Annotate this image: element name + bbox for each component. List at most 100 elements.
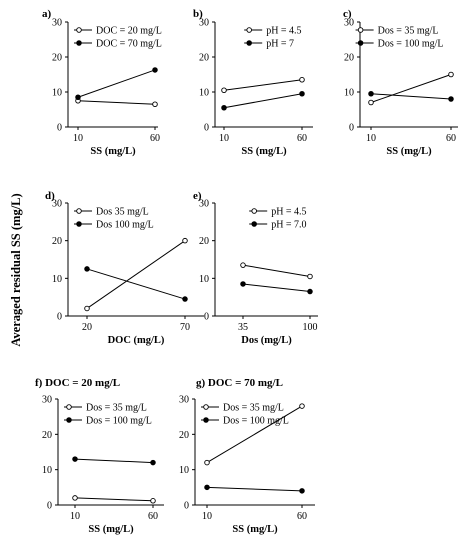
panel-b-series-filled-line: [223, 93, 303, 109]
panel-e-legend-entry: pH = 7.0: [271, 220, 306, 231]
panel-d-series-filled-line: [86, 268, 186, 300]
panel-g-series-open-point: [204, 459, 210, 466]
panel-a-series-open-line: [77, 100, 156, 105]
panel-d-ytick-label: 0: [57, 312, 62, 323]
panel-c-series-open-point: [448, 71, 454, 78]
panel-e-legend-marker: [251, 208, 257, 214]
panel-a-xtick-label: 60: [150, 133, 160, 144]
panel-f-title: f) DOC = 20 mg/L: [35, 377, 120, 389]
panel-f-x-axis-label: SS (mg/L): [88, 524, 134, 535]
panel-b-series-open-point: [221, 87, 227, 93]
panel-d-legend-entry: Dos 35 mg/L: [96, 207, 149, 218]
panel-e-legend-entry: pH = 4.5: [271, 207, 306, 218]
panel-f-ytick-label: 0: [47, 501, 52, 512]
panel-e-series-filled-point: [307, 288, 313, 295]
panel-c-series-filled-point: [448, 96, 454, 102]
panel-g-legend-marker: [203, 417, 209, 423]
panel-e-title: e): [193, 190, 202, 202]
panel-c-xtick-label: 10: [366, 133, 376, 144]
panel-f-legend-marker: [66, 404, 72, 410]
panel-d-legend-marker: [76, 208, 82, 214]
panel-c-ytick-label: 30: [344, 18, 354, 29]
panel-d-xtick-label: 20: [82, 322, 92, 333]
panel-d-series-filled-point: [182, 296, 188, 302]
panel-e-series-filled-line: [242, 283, 311, 293]
panel-g-x-axis-label: SS (mg/L): [232, 524, 278, 535]
panel-f-ytick-label: 10: [42, 465, 52, 476]
panel-f-series-filled-point: [72, 456, 78, 462]
panel-f-ytick-label: 20: [42, 430, 52, 441]
panel-d-title: d): [45, 190, 55, 202]
panel-f-series-filled-point: [150, 459, 156, 466]
panel-a-xtick-label: 10: [73, 133, 83, 144]
panel-g-series-open-point: [299, 403, 305, 409]
panel-e-ytick-label: 10: [199, 274, 209, 285]
panel-c-series-filled-point: [368, 90, 374, 97]
panel-b-series-filled-point: [221, 104, 227, 111]
panel-d-series-open-line: [86, 240, 186, 309]
panel-e-legend-marker: [251, 221, 257, 227]
panel-f-series-open-point: [72, 495, 78, 501]
panel-c-legend-marker: [357, 27, 364, 33]
panel-g-ytick-label: 30: [179, 395, 189, 406]
panel-g-legend-marker: [203, 404, 209, 410]
shared-y-axis-label: Averaged residual SS (mg/L): [9, 193, 23, 346]
panel-b-title: b): [193, 8, 203, 20]
panel-g-series-filled-point: [299, 488, 305, 494]
panel-c-legend-entry: Dos = 35 mg/L: [378, 26, 439, 37]
panel-b-legend-marker: [246, 27, 252, 33]
panel-a-ytick-label: 10: [52, 88, 62, 99]
panel-d-series-open-point: [182, 237, 188, 244]
panel-a-title: a): [42, 8, 52, 20]
panel-g-series-open-line: [206, 405, 303, 464]
panel-f-series-open-line: [74, 497, 154, 502]
panel-d-series-open-point: [84, 305, 90, 312]
panel-g-series-filled-line: [206, 486, 303, 492]
panel-e-series-open-line: [242, 264, 311, 277]
panel-c-title: c): [343, 8, 352, 20]
panel-e-series-open-point: [307, 273, 313, 280]
panel-b-ytick-label: 20: [199, 53, 209, 64]
panel-d-legend-entry: Dos 100 mg/L: [96, 220, 154, 231]
panel-c-ytick-label: 10: [344, 88, 354, 99]
panel-a-series-filled-point: [75, 94, 81, 100]
panel-c-legend-entry: Dos = 100 mg/L: [378, 39, 444, 50]
panel-b-legend-marker: [246, 40, 252, 46]
panel-e-ytick-label: 0: [204, 312, 209, 323]
panel-d-legend-marker: [76, 221, 82, 227]
panel-g-ytick-label: 10: [179, 465, 189, 476]
panel-b-ytick-label: 10: [199, 88, 209, 99]
panel-c-ytick-label: 20: [344, 53, 354, 64]
panel-f-xtick-label: 10: [70, 511, 80, 522]
panel-a-legend-marker: [76, 40, 82, 46]
panel-d-ytick-label: 10: [52, 274, 62, 285]
panel-f-series-open-point: [150, 498, 156, 504]
panel-d-ytick-label: 20: [52, 236, 62, 247]
panel-a-legend-entry: DOC = 20 mg/L: [96, 26, 162, 37]
panel-d-xtick-label: 70: [180, 322, 190, 333]
panel-e-series-filled-point: [240, 281, 246, 287]
panel-g-ytick-label: 0: [184, 501, 189, 512]
panel-a-ytick-label: 0: [57, 123, 62, 134]
panel-g-xtick-label: 10: [202, 511, 212, 522]
panel-a-series-open-point: [152, 101, 158, 107]
panel-f-xtick-label: 60: [148, 511, 158, 522]
panel-c-series-filled-line: [370, 93, 452, 100]
panel-e-x-axis-label: Dos (mg/L): [241, 335, 292, 346]
panel-g-title: g) DOC = 70 mg/L: [196, 377, 283, 389]
panel-c-series-open-line: [370, 74, 452, 103]
panel-a-series-filled-line: [77, 69, 156, 98]
panel-g-ytick-label: 20: [179, 430, 189, 441]
panel-b-legend-entry: pH = 4.5: [266, 26, 301, 37]
panel-d-ytick-label: 30: [52, 199, 62, 210]
panel-b-series-open-point: [299, 76, 305, 83]
panel-e-ytick-label: 30: [199, 199, 209, 210]
panel-b-x-axis-label: SS (mg/L): [241, 146, 287, 157]
panel-g-legend-entry: Dos = 100 mg/L: [223, 416, 289, 427]
panel-b-series-open-line: [223, 79, 303, 91]
panel-a-ytick-label: 30: [52, 18, 62, 29]
panel-b-series-filled-point: [299, 90, 305, 97]
panel-g-legend-entry: Dos = 35 mg/L: [223, 403, 284, 414]
panel-a-legend-marker: [76, 27, 82, 33]
panel-b-ytick-label: 0: [204, 123, 209, 134]
